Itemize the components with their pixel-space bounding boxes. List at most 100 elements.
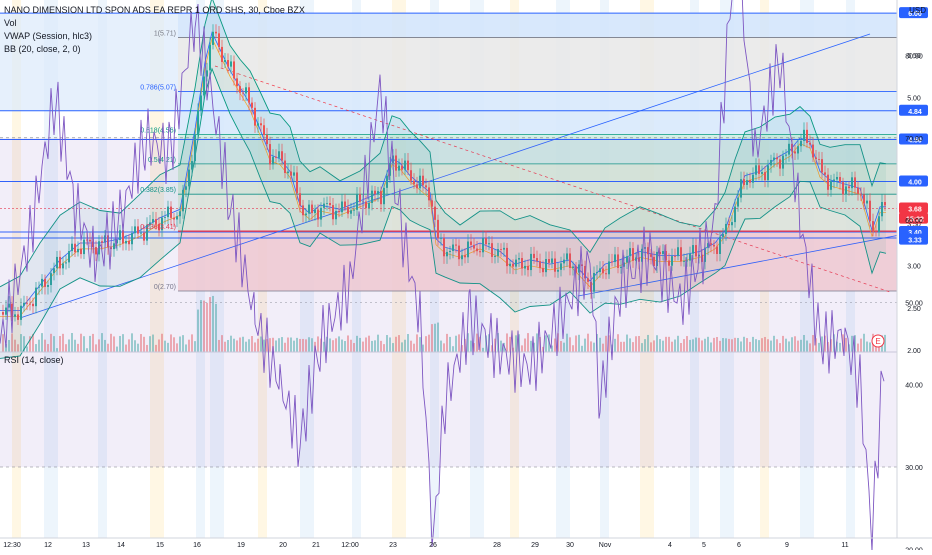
candle-body [503, 247, 505, 250]
candle-body [158, 223, 160, 231]
candle-body [818, 159, 820, 160]
volume-bar [335, 338, 337, 352]
volume-bar [38, 339, 40, 352]
volume-bar [431, 324, 433, 352]
symbol-title[interactable]: NANO DIMENSION LTD SPON ADS EA REPR 1 OR… [4, 5, 305, 15]
volume-bar [389, 337, 391, 352]
candle-body [200, 95, 202, 111]
candle-body [848, 186, 850, 189]
volume-bar [473, 343, 475, 352]
volume-bar [716, 337, 718, 352]
candle-body [821, 159, 823, 173]
volume-bar [50, 333, 52, 352]
volume-bar [860, 338, 862, 352]
volume-bar [236, 340, 238, 352]
candle-body [806, 129, 808, 143]
currency-label[interactable]: USD [909, 6, 926, 15]
volume-bar [758, 340, 760, 352]
candle-body [290, 171, 292, 176]
candle-body [662, 251, 664, 255]
volume-bar [440, 340, 442, 352]
volume-bar [353, 343, 355, 352]
volume-bar [743, 336, 745, 352]
candle-body [374, 190, 376, 195]
volume-bar [329, 338, 331, 352]
volume-bar [269, 338, 271, 352]
volume-bar [584, 338, 586, 352]
candle-body [779, 159, 781, 169]
candle-body [8, 303, 10, 308]
volume-bar [89, 335, 91, 352]
volume-bar [230, 335, 232, 352]
volume-bar [77, 343, 79, 352]
rsi-tick-label: 60.00 [905, 218, 923, 225]
candle-body [368, 202, 370, 209]
candle-body [122, 230, 124, 244]
volume-bar [5, 344, 7, 352]
candle-body [620, 266, 622, 268]
time-tick-label: 28 [493, 542, 501, 549]
candle-body [554, 258, 556, 272]
volume-bar [632, 342, 634, 352]
volume-bar [590, 341, 592, 352]
volume-bar [521, 345, 523, 352]
rsi-legend[interactable]: RSI (14, close) [4, 355, 64, 365]
candle-body [683, 261, 685, 262]
earnings-marker[interactable]: E [871, 334, 885, 348]
fib-level-label: 0.5(4.21) [148, 157, 176, 164]
volume-bar [806, 340, 808, 352]
candle-body [524, 265, 526, 269]
volume-bar [65, 344, 67, 352]
rsi-tick-label: 30.00 [905, 465, 923, 472]
price-tick-label: 5.00 [907, 95, 921, 102]
fib-level-label: 0.236(3.41) [140, 224, 176, 231]
volume-bar [461, 345, 463, 352]
volume-bar [794, 336, 796, 352]
candle-body [839, 176, 841, 183]
volume-bar [443, 343, 445, 352]
candle-body [629, 248, 631, 257]
volume-bar [467, 333, 469, 352]
volume-bar [224, 341, 226, 352]
volume-bar [818, 342, 820, 352]
trend-lines[interactable] [19, 33, 906, 319]
volume-bar [167, 342, 169, 352]
candle-body [137, 226, 139, 234]
candle-body [197, 110, 199, 135]
fibonacci-level-labels: 1(5.71) 0.786(5.07) 0.618(4.56) 0.5(4.21) 0.… [140, 31, 176, 291]
volume-bar [434, 323, 436, 352]
candle-body [134, 226, 136, 234]
bollinger-legend[interactable]: BB (20, close, 2, 0) [4, 44, 81, 54]
candle-body [866, 200, 868, 204]
time-tick-label: 30 [566, 542, 574, 549]
volume-bar [323, 341, 325, 352]
candle-body [425, 185, 427, 188]
volume-bar [98, 339, 100, 352]
candle-body [650, 254, 652, 257]
candle-body [509, 263, 511, 267]
candle-body [434, 206, 436, 220]
volume-bar [425, 336, 427, 352]
candle-body [203, 76, 205, 96]
volume-bar [428, 334, 430, 352]
volume-bar [200, 300, 202, 352]
volume-bar [14, 339, 16, 352]
volume-legend[interactable]: Vol [4, 18, 17, 28]
candle-body [125, 240, 127, 244]
candle-body [551, 258, 553, 263]
trend-line-dashed [214, 65, 891, 293]
vwap-legend[interactable]: VWAP (Session, hlc3) [4, 31, 93, 41]
candle-body [89, 239, 91, 242]
candle-body [182, 189, 184, 212]
candle-body [674, 256, 676, 257]
volume-bar [554, 338, 556, 352]
candle-body [86, 239, 88, 241]
candle-body [860, 193, 862, 195]
candle-body [569, 253, 571, 269]
candle-body [884, 202, 886, 206]
price-tick-label: 3.00 [907, 264, 921, 271]
volume-bar [338, 336, 340, 352]
